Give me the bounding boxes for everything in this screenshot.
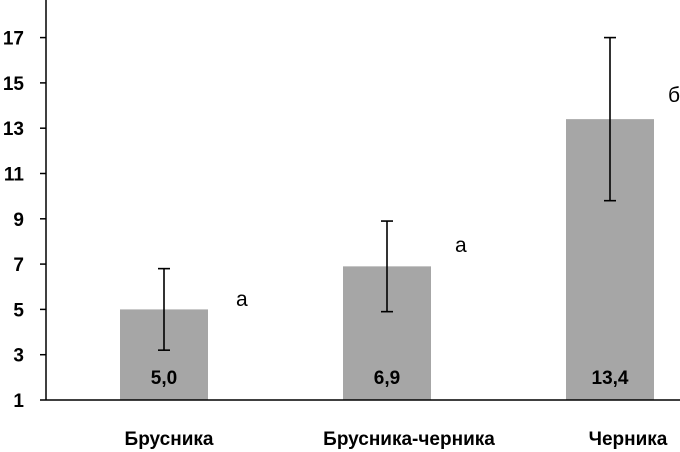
y-tick-label: 9 [13, 210, 24, 231]
error-bar [381, 220, 393, 313]
group-letter: а [455, 234, 467, 257]
value-label: 5,0 [151, 368, 177, 389]
value-label: 6,9 [374, 368, 400, 389]
error-bar [158, 267, 170, 351]
y-tick-label: 3 [13, 346, 24, 367]
error-bar [604, 36, 616, 202]
group-letter: б [668, 84, 680, 107]
group-letters: а а б [236, 84, 680, 311]
y-tick-label: 15 [3, 74, 25, 95]
category-label: Черника [589, 429, 668, 450]
value-labels: 5,0 6,9 13,4 [151, 368, 629, 389]
group-letter: а [236, 288, 248, 311]
category-label: Брусника-черника [323, 429, 495, 450]
y-tick-label: 7 [13, 255, 24, 276]
category-label: Брусника [125, 429, 214, 450]
value-label: 13,4 [592, 368, 629, 389]
y-tick-label: 13 [3, 119, 24, 140]
y-tick-label: 11 [4, 164, 25, 185]
category-labels: Брусника Брусника-черника Черника [125, 429, 668, 450]
y-tick-label: 1 [13, 391, 24, 412]
error-bars [158, 36, 616, 351]
y-tick-label: 5 [13, 300, 24, 321]
y-tick-label: 17 [3, 29, 24, 50]
